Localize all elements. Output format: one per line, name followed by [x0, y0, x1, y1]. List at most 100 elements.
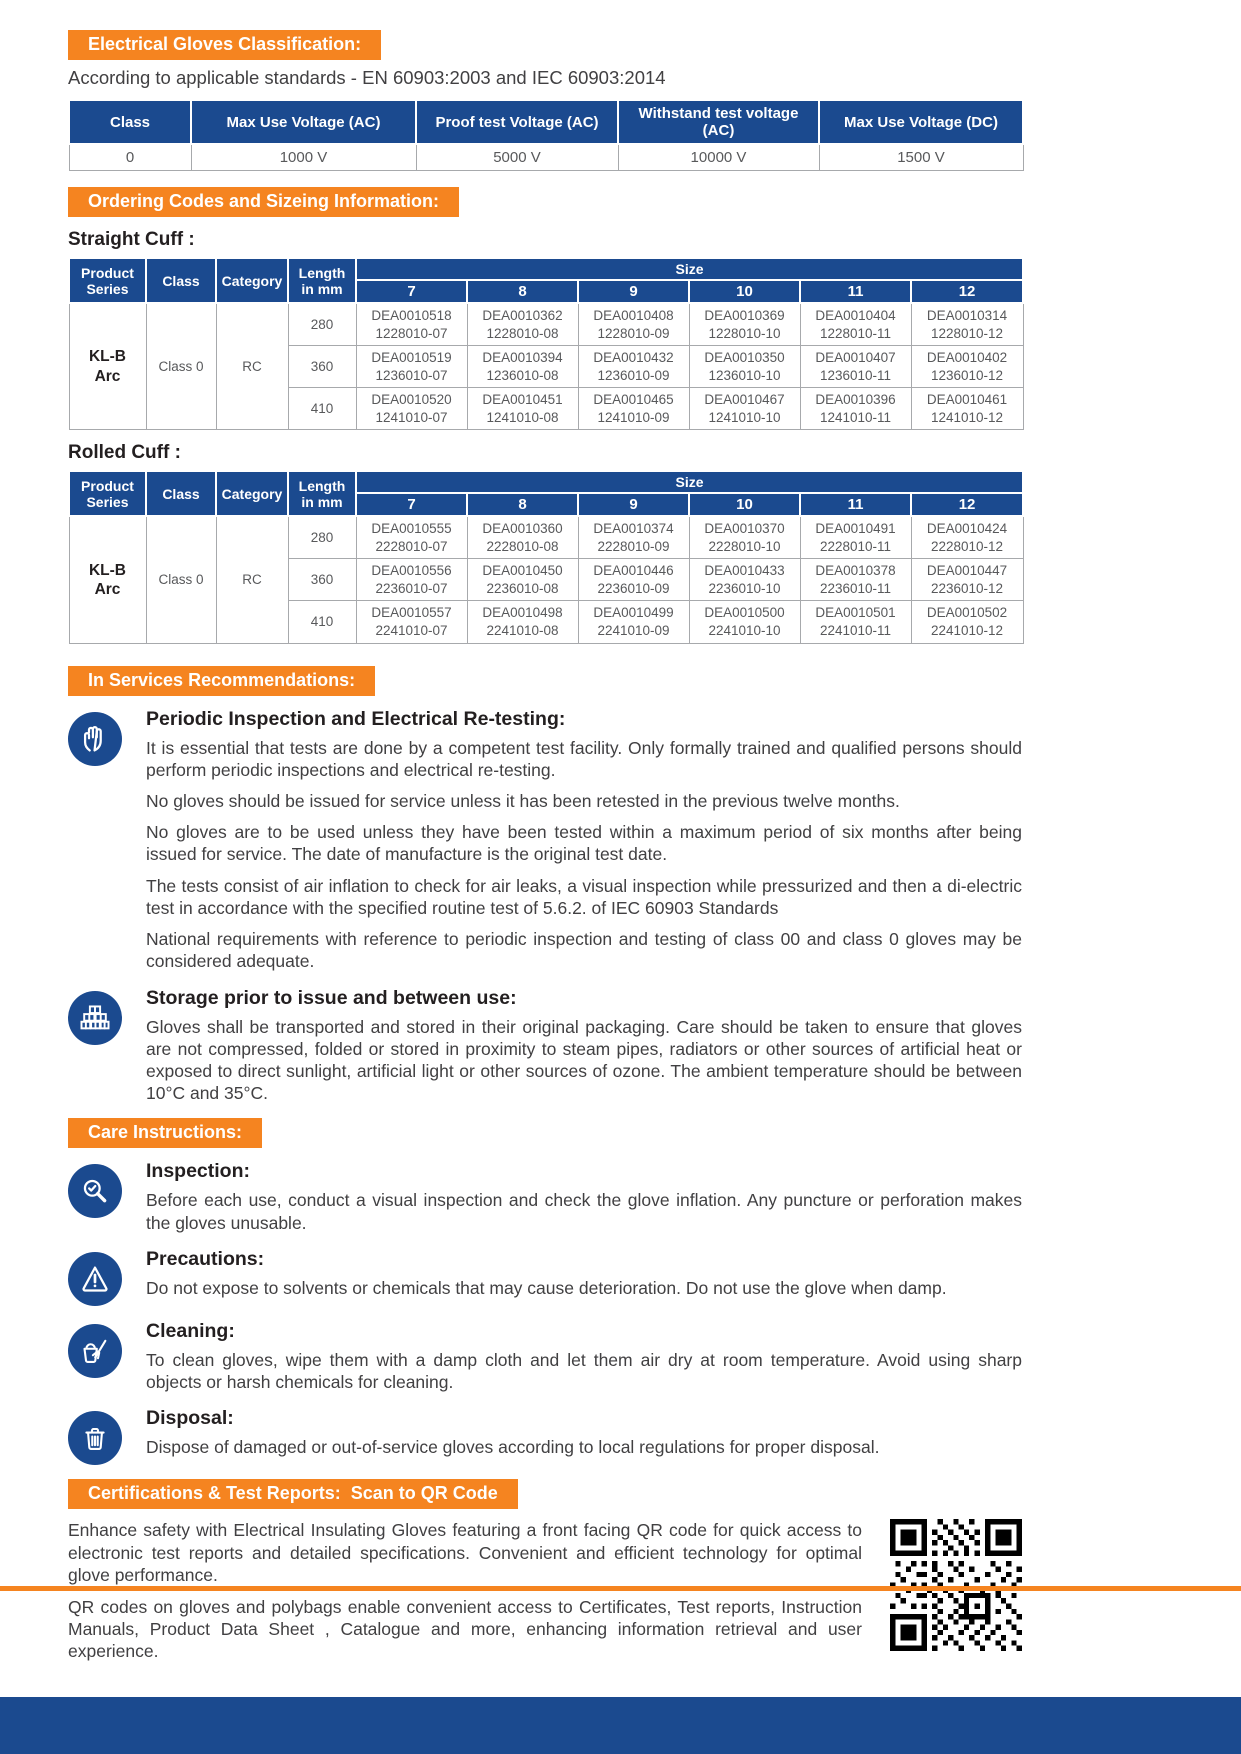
paragraph: Do not expose to solvents or chemicals t… — [146, 1277, 947, 1298]
certifications-section: Enhance safety with Electrical Insulatin… — [68, 1519, 1022, 1672]
size-12: 12 — [909, 492, 1025, 518]
col-header-length: Length in mm — [287, 257, 357, 304]
paragraph: Gloves shall be transported and stored i… — [146, 1016, 1022, 1104]
badge-label: In Services Recommendations: — [88, 669, 356, 690]
order-code-cell: DEA0010378 2236010-11 — [799, 558, 912, 602]
col-header-max-dc: Max Use Voltage (DC) — [818, 99, 1024, 145]
length-cell: 410 — [287, 387, 357, 431]
gloves-retest-icon — [68, 711, 122, 766]
qr-code — [890, 1519, 1022, 1672]
order-code-cell: DEA0010394 1236010-08 — [466, 345, 579, 389]
paragraph: QR codes on gloves and polybags enable c… — [68, 1596, 862, 1662]
class-cell: Class 0 — [145, 302, 217, 431]
order-code-cell: DEA0010465 1241010-09 — [577, 387, 690, 431]
badge-label: Care Instructions: — [88, 1122, 243, 1143]
subsection-heading: Precautions: — [146, 1247, 265, 1270]
section-badge-ordering: Ordering Codes and Sizeing Information: — [68, 187, 460, 217]
order-code-cell: DEA0010518 1228010-07 — [355, 302, 468, 347]
care-item-precautions: Precautions: Do not expose to solvents o… — [68, 1248, 1022, 1306]
order-code-cell: DEA0010350 1236010-10 — [688, 345, 801, 389]
size-9: 9 — [577, 279, 690, 304]
straight-cuff-table: Product Series Class Category Length in … — [68, 257, 1025, 431]
paragraph: To clean gloves, wipe them with a damp c… — [146, 1349, 1022, 1393]
cell-max-dc: 1500 V — [818, 143, 1024, 171]
product-series-cell: KL-B Arc — [68, 302, 147, 431]
length-cell: 360 — [287, 345, 357, 389]
care-item-disposal: Disposal: Dispose of damaged or out-of-s… — [68, 1407, 1022, 1466]
col-header-category: Category — [215, 470, 289, 518]
cell-class: 0 — [68, 143, 192, 171]
badge-label: Certifications & Test Reports: Scan to Q… — [88, 1483, 498, 1504]
warning-triangle-icon — [68, 1251, 122, 1306]
order-code-cell: DEA0010500 2241010-10 — [688, 600, 801, 644]
col-header-max-ac: Max Use Voltage (AC) — [190, 99, 417, 145]
storage-boxes-icon — [68, 990, 122, 1045]
order-code-cell: DEA0010556 2236010-07 — [355, 558, 468, 602]
size-11: 11 — [799, 279, 912, 304]
divider-rule — [0, 1586, 1241, 1591]
category-cell: RC — [215, 302, 289, 431]
col-header-length: Length in mm — [287, 470, 357, 518]
table-row-280: KL-B Arc Class 0 RC 280 DEA0010555 22280… — [68, 515, 1024, 644]
order-code-cell: DEA0010502 2241010-12 — [910, 600, 1024, 644]
table-row-410: 410 DEA0010520 1241010-07 DEA0010451 124… — [69, 387, 1024, 431]
order-code-cell: DEA0010557 2241010-07 — [355, 600, 468, 644]
order-code-cell: DEA0010498 2241010-08 — [466, 600, 579, 644]
badge-label: Ordering Codes and Sizeing Information: — [88, 191, 440, 211]
order-code-cell: DEA0010461 1241010-12 — [910, 387, 1024, 431]
page-content: Electrical Gloves Classification: Accord… — [68, 30, 1025, 1672]
subsection-heading: Disposal: — [146, 1407, 234, 1430]
order-code-cell: DEA0010408 1228010-09 — [577, 302, 690, 347]
order-code-cell: DEA0010370 2228010-10 — [688, 515, 801, 560]
order-code-cell: DEA0010402 1236010-12 — [910, 345, 1024, 389]
size-9: 9 — [577, 492, 690, 518]
size-header-row: 7 8 9 10 11 12 — [69, 279, 1025, 304]
size-11: 11 — [799, 492, 912, 518]
order-code-cell: DEA0010404 1228010-11 — [799, 302, 912, 347]
order-code-cell: DEA0010447 2236010-12 — [910, 558, 1024, 602]
cell-proof-ac: 5000 V — [415, 143, 619, 171]
order-code-cell: DEA0010369 1228010-10 — [688, 302, 801, 347]
col-header-proof-ac: Proof test Voltage (AC) — [415, 99, 619, 145]
size-10: 10 — [688, 492, 801, 518]
subsection-heading: Periodic Inspection and Electrical Re-te… — [146, 707, 566, 730]
table-row: 0 1000 V 5000 V 10000 V 1500 V — [68, 143, 1024, 171]
paragraph: National requirements with reference to … — [146, 929, 1022, 972]
storage-section: Storage prior to issue and between use: … — [68, 987, 1022, 1105]
subsection-heading: Storage prior to issue and between use: — [146, 986, 517, 1009]
order-code-cell: DEA0010446 2236010-09 — [577, 558, 690, 602]
order-code-cell: DEA0010362 1228010-08 — [466, 302, 579, 347]
cell-withstand-ac: 10000 V — [617, 143, 820, 171]
class-cell: Class 0 — [145, 515, 217, 644]
order-code-cell: DEA0010374 2228010-09 — [577, 515, 690, 560]
section-badge-classification: Electrical Gloves Classification: — [68, 30, 382, 60]
badge-label: Electrical Gloves Classification: — [88, 34, 362, 54]
paragraph: Enhance safety with Electrical Insulatin… — [68, 1520, 862, 1585]
paragraph: No gloves are to be used unless they hav… — [146, 822, 1022, 865]
trash-bin-icon — [68, 1411, 122, 1466]
table-header-row: Class Max Use Voltage (AC) Proof test Vo… — [68, 99, 1024, 145]
category-cell: RC — [215, 515, 289, 644]
size-7: 7 — [355, 279, 468, 304]
size-8: 8 — [466, 279, 579, 304]
size-10: 10 — [688, 279, 801, 304]
straight-cuff-title: Straight Cuff : — [68, 229, 195, 250]
table-row-360: 360 DEA0010556 2236010-07 DEA0010450 223… — [69, 558, 1024, 602]
voltage-classification-table: Class Max Use Voltage (AC) Proof test Vo… — [68, 99, 1024, 171]
paragraph: Dispose of damaged or out-of-service glo… — [146, 1437, 880, 1458]
cell-max-ac: 1000 V — [190, 143, 417, 171]
certifications-text: Enhance safety with Electrical Insulatin… — [68, 1519, 862, 1672]
cleaning-bucket-icon — [68, 1323, 122, 1378]
section-badge-services: In Services Recommendations: — [68, 665, 376, 696]
order-code-cell: DEA0010432 1236010-09 — [577, 345, 690, 389]
col-header-class: Class — [145, 257, 217, 304]
order-code-cell: DEA0010451 1241010-08 — [466, 387, 579, 431]
paragraph: No gloves should be issued for service u… — [146, 791, 900, 811]
length-cell: 280 — [287, 515, 357, 560]
col-header-class: Class — [145, 470, 217, 518]
table-row-280: KL-B Arc Class 0 RC 280 DEA0010518 12280… — [68, 302, 1024, 431]
product-series-cell: KL-B Arc — [68, 515, 147, 644]
order-code-cell: DEA0010499 2241010-09 — [577, 600, 690, 644]
subsection-heading: Cleaning: — [146, 1319, 235, 1342]
